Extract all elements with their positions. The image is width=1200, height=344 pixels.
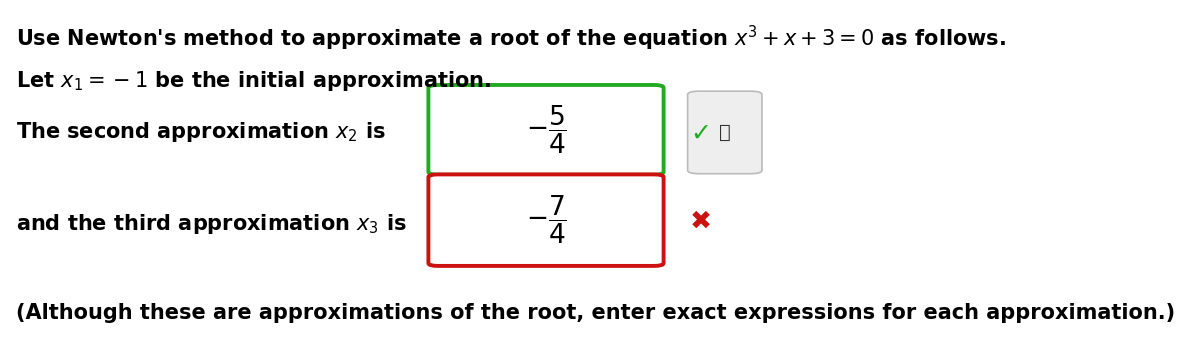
Text: Use Newton's method to approximate a root of the equation $x^3 + x + 3 = 0$ as f: Use Newton's method to approximate a roo… [16, 24, 1006, 53]
Text: $-\dfrac{5}{4}$: $-\dfrac{5}{4}$ [526, 104, 566, 156]
FancyBboxPatch shape [428, 85, 664, 175]
Text: ✖: ✖ [690, 209, 712, 235]
Text: $\checkmark$: $\checkmark$ [690, 120, 709, 144]
Text: ⚿: ⚿ [719, 123, 731, 142]
FancyBboxPatch shape [688, 91, 762, 174]
Text: The second approximation $x_2$ is: The second approximation $x_2$ is [16, 120, 385, 144]
Text: Let $x_1 = -1$ be the initial approximation.: Let $x_1 = -1$ be the initial approximat… [16, 69, 491, 93]
Text: $-\dfrac{7}{4}$: $-\dfrac{7}{4}$ [526, 194, 566, 246]
Text: (Although these are approximations of the root, enter exact expressions for each: (Although these are approximations of th… [16, 303, 1175, 323]
Text: and the third approximation $x_3$ is: and the third approximation $x_3$ is [16, 212, 407, 236]
FancyBboxPatch shape [428, 174, 664, 266]
